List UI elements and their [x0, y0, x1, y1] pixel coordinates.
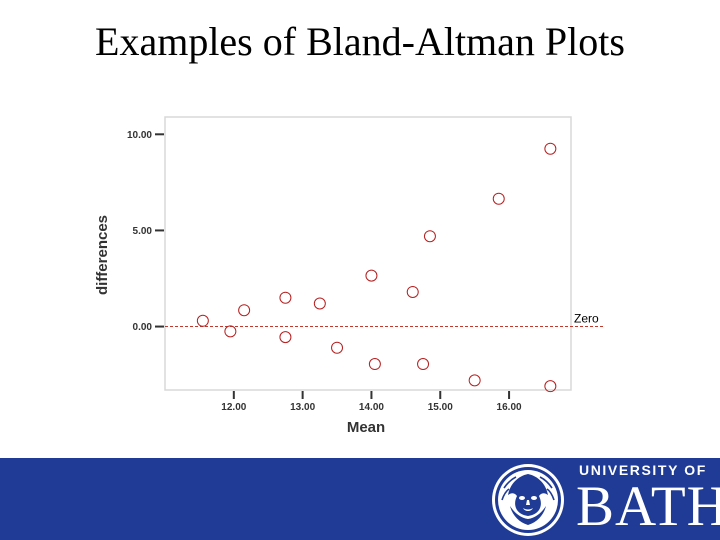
data-points — [196, 142, 557, 393]
plot-frame — [164, 116, 572, 391]
data-point — [368, 358, 381, 371]
axis-ticks: 0.00 5.00 10.00 12.00 13.00 14.00 15.00 16.00 — [127, 130, 522, 413]
slide-title: Examples of Bland-Altman Plots — [95, 19, 625, 64]
data-point — [423, 230, 436, 243]
data-point — [468, 374, 481, 387]
university-label: UNIVERSITY OF — [579, 462, 707, 478]
y-tick-label: 5.00 — [133, 226, 153, 237]
data-point — [313, 297, 326, 310]
x-tick-label: 15.00 — [428, 402, 453, 413]
data-point — [417, 358, 430, 371]
data-point — [365, 269, 378, 282]
data-point — [544, 142, 557, 155]
data-point — [238, 304, 251, 317]
x-tick-label: 14.00 — [359, 402, 384, 413]
x-tick-label: 16.00 — [497, 402, 522, 413]
university-seal-icon — [492, 464, 564, 536]
data-point — [406, 285, 419, 298]
reference-line-label: Zero — [574, 312, 599, 326]
x-tick-label: 12.00 — [221, 402, 246, 413]
university-name: BATH — [576, 475, 720, 538]
x-tick-label: 13.00 — [290, 402, 315, 413]
footer-bar — [0, 458, 720, 540]
bland-altman-plot: 0.00 5.00 10.00 12.00 13.00 14.00 15.00 16.00 Z… — [94, 116, 603, 436]
y-tick-label: 10.00 — [127, 130, 152, 141]
data-point — [492, 192, 505, 205]
data-point — [544, 380, 557, 393]
y-axis-label: differences — [94, 215, 111, 295]
y-tick-label: 0.00 — [133, 322, 153, 333]
data-point — [224, 325, 237, 338]
data-point — [196, 314, 209, 327]
x-axis-label: Mean — [347, 419, 385, 436]
data-point — [279, 331, 292, 344]
reference-line-group: Zero — [165, 312, 603, 328]
data-point — [279, 291, 292, 304]
data-point — [331, 341, 344, 354]
